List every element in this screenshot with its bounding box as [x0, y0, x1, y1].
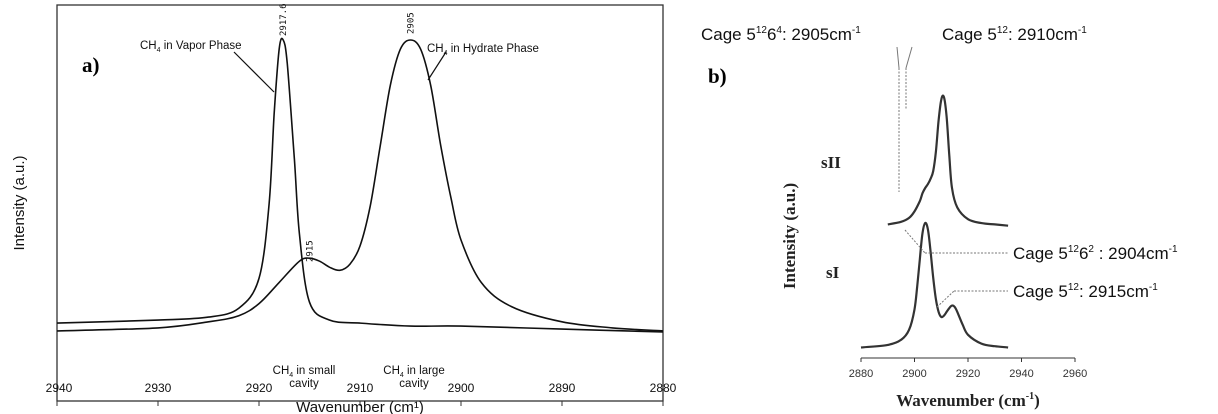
leader-cage1-diag [896, 46, 900, 69]
series-label-sI: sI [826, 263, 840, 282]
panel-b-x-tick-label: 2880 [849, 368, 873, 380]
large-cavity-label: CH4 in large [383, 365, 444, 379]
leader-cage4 [936, 290, 955, 308]
panel-a-x-tick-label: 2920 [246, 381, 273, 395]
cage-label-512-2910: Cage 512: 2910cm-1 [942, 25, 1087, 44]
large-cavity-label-line2: cavity [399, 378, 429, 390]
panel-a-x-tick-label: 2910 [347, 381, 374, 395]
panel-b-x-tick-label: 2940 [1009, 368, 1033, 380]
vapor-callout-line [233, 51, 275, 93]
panel-b-series-sI [860, 221, 1009, 349]
panel-b-x-tick-label: 2920 [956, 368, 980, 380]
peak-annotation: 2915 [306, 240, 316, 262]
panel-a-y-axis-label: Intensity (a.u.) [11, 155, 28, 250]
panel-b: b) 2880 2900 2920 2940 2960 sII sI Cage 5126… [701, 25, 1178, 410]
panel-b-y-axis-label: Intensity (a.u.) [780, 183, 799, 289]
panel-a-series-hydrate [56, 39, 664, 332]
panel-a: a) 2940 2930 2920 2910 2900 2890 2880 2917.6 29… [11, 3, 677, 414]
leader-cage2-diag [905, 46, 913, 69]
panel-a-x-tick-label: 2940 [46, 381, 73, 395]
panel-b-x-ticks: 2880 2900 2920 2940 2960 [849, 358, 1087, 380]
cage-label-512-2915: Cage 512: 2915cm-1 [1013, 282, 1158, 301]
panel-b-label: b) [708, 64, 727, 88]
panel-b-x-tick-label: 2900 [902, 368, 926, 380]
panel-b-leader-lines [896, 46, 1008, 308]
panel-a-x-axis-label: Wavenumber (cm¹) [296, 399, 424, 414]
series-label-sII: sII [821, 153, 841, 172]
panel-b-series-sII [887, 94, 1009, 227]
hydrate-phase-label: CH4 in Hydrate Phase [427, 43, 539, 57]
vapor-phase-label: CH4 in Vapor Phase [140, 40, 242, 54]
panel-a-x-tick-label: 2930 [145, 381, 172, 395]
panel-a-x-tick-label: 2900 [448, 381, 475, 395]
leader-cage3 [904, 229, 926, 254]
cage-label-51262: Cage 51262 : 2904cm-1 [1013, 244, 1178, 263]
panel-a-peak-annotations: 2917.6 2905 2915 [279, 3, 416, 262]
hydrate-callout-line [427, 51, 447, 81]
panel-a-series-vapor [56, 37, 664, 333]
small-cavity-label: CH4 in small [273, 365, 336, 379]
peak-annotation: 2917.6 [279, 3, 289, 36]
panel-a-label: a) [82, 53, 100, 77]
panel-a-x-tick-label: 2880 [650, 381, 677, 395]
panel-b-x-axis-label: Wavenumber (cm-1) [896, 391, 1040, 410]
panel-a-x-ticks: 2940 2930 2920 2910 2900 2890 2880 [46, 381, 677, 406]
panel-a-plot-frame [56, 4, 664, 402]
panel-a-x-tick-label: 2890 [549, 381, 576, 395]
cage-label-51264: Cage 51264: 2905cm-1 [701, 25, 861, 44]
peak-annotation: 2905 [407, 12, 417, 34]
panel-b-x-tick-label: 2960 [1063, 368, 1087, 380]
small-cavity-label-line2: cavity [289, 378, 319, 390]
